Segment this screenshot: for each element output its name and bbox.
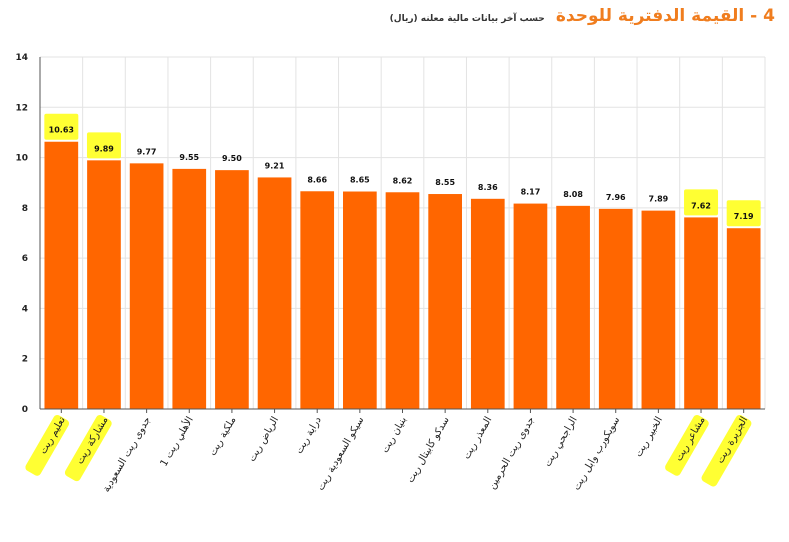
category-label: الرياض ريت (247, 415, 281, 464)
chart-title: 4 - القيمة الدفترية للوحدة (555, 6, 775, 26)
bar (215, 170, 249, 409)
category-label: جدوى ريت الحرمين (487, 415, 537, 491)
y-tick-label: 10 (15, 154, 28, 164)
value-label: 8.55 (435, 178, 455, 187)
y-tick-label: 14 (15, 53, 28, 63)
bar (598, 208, 633, 409)
bar (87, 160, 121, 409)
value-highlight (44, 113, 79, 140)
value-highlight (726, 200, 761, 227)
value-label: 7.62 (691, 201, 711, 210)
value-label: 8.66 (307, 175, 327, 184)
bar (513, 203, 548, 409)
bar (385, 192, 420, 409)
value-label: 9.50 (222, 154, 242, 163)
y-tick-label: 0 (22, 405, 28, 415)
bar (129, 163, 164, 409)
category-label: الراجحي ريت (542, 415, 579, 469)
bar (300, 191, 335, 409)
y-tick-label: 6 (22, 254, 28, 264)
title-block: 4 - القيمة الدفترية للوحدة حسب آخر بيانا… (390, 6, 775, 26)
bar (172, 168, 207, 409)
value-label: 8.65 (350, 176, 370, 185)
value-label: 8.08 (563, 190, 583, 199)
category-label: دراية ريت (294, 415, 324, 456)
bar (44, 141, 79, 409)
value-label: 10.63 (49, 126, 74, 135)
category-highlight (64, 414, 112, 482)
bar (726, 228, 761, 409)
category-label: سويكورب وابل ريت (571, 415, 622, 492)
category-label: المعذر ريت (461, 415, 494, 461)
value-label: 7.19 (734, 212, 754, 221)
y-tick-label: 4 (22, 304, 28, 314)
category-label: الخبير ريت (633, 415, 665, 459)
bar (428, 194, 462, 409)
y-tick-label: 12 (15, 103, 28, 113)
value-label: 8.36 (478, 183, 498, 192)
category-label: بنيان ريت (380, 415, 409, 455)
y-tick-label: 2 (22, 355, 28, 365)
value-label: 9.77 (137, 147, 157, 156)
y-tick-label: 8 (22, 204, 28, 214)
value-label: 9.89 (94, 144, 114, 153)
value-highlight (86, 132, 121, 159)
category-label: ملكية ريت (207, 415, 238, 458)
category-label: الجزيرة ريت (715, 415, 751, 465)
category-label: الأهلي ريت 1 (157, 414, 196, 469)
bar (556, 205, 590, 409)
category-label: سدكو كابيتال ريت (405, 415, 452, 485)
value-label: 8.17 (521, 188, 541, 197)
value-label: 9.55 (179, 153, 199, 162)
category-label: سيكو السعودية ريت (315, 415, 366, 493)
bar (684, 217, 718, 409)
bar (257, 177, 292, 409)
category-highlight (665, 414, 709, 476)
value-label: 9.21 (265, 161, 285, 170)
bar (470, 198, 505, 409)
category-highlight (701, 414, 752, 487)
category-label: مشاركة ريت (75, 415, 111, 466)
chart-subtitle: حسب آخر بيانات مالية معلنه (ريال) (389, 14, 545, 24)
value-label: 7.96 (606, 193, 626, 202)
category-highlight (25, 414, 70, 476)
bar (641, 210, 676, 409)
value-highlight (684, 189, 719, 216)
value-label: 7.89 (649, 195, 669, 204)
bar (343, 191, 377, 409)
value-label: 8.62 (393, 176, 413, 185)
